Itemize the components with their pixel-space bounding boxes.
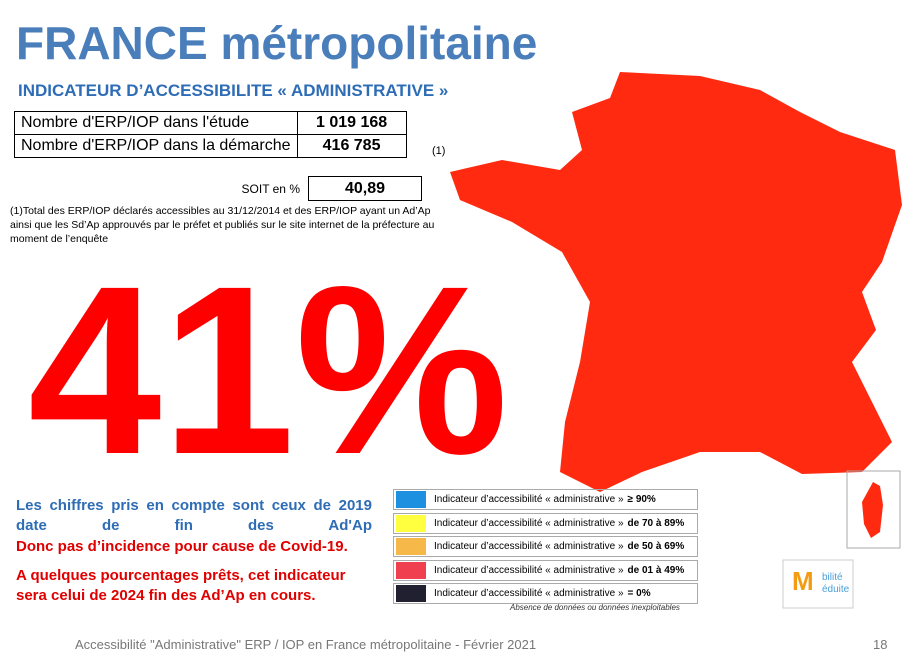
legend-range: de 50 à 69% [627, 541, 685, 553]
note-marker: (1) [432, 145, 446, 157]
legend-note: Absence de données ou données inexploita… [510, 603, 680, 612]
legend-item: Indicateur d’accessibilité « administrat… [393, 489, 698, 510]
france-map [450, 72, 902, 492]
legend-item: Indicateur d’accessibilité « administrat… [393, 512, 698, 534]
footer: Accessibilité "Administrative" ERP / IOP… [75, 637, 537, 652]
legend-item: Indicateur d’accessibilité « administrat… [393, 583, 698, 605]
table-cell: 416 785 [296, 134, 407, 158]
legend-swatch [396, 538, 426, 556]
legend-swatch [396, 585, 426, 603]
legend-label: Indicateur d’accessibilité « administrat… [434, 541, 624, 553]
table-row: Nombre d'ERP/IOP dans la démarche 416 785 [14, 134, 407, 158]
total-value: 40,89 [308, 176, 422, 201]
corsica-box [846, 470, 901, 549]
logo-letter: M [792, 566, 814, 596]
table-cell: Nombre d'ERP/IOP dans l'étude [14, 111, 298, 135]
legend-item: Indicateur d’accessibilité « administrat… [393, 559, 698, 581]
legend-label: Indicateur d’accessibilité « administrat… [434, 517, 624, 529]
table-cell: Nombre d'ERP/IOP dans la démarche [14, 134, 298, 158]
legend-range: de 70 à 89% [627, 517, 685, 529]
legend-range: ≥ 90% [627, 494, 656, 505]
legend-label: Indicateur d’accessibilité « administrat… [434, 494, 624, 505]
logo-line: bilité [822, 572, 843, 583]
comment: A quelques pourcentages prêts, cet indic… [16, 567, 346, 604]
legend-item: Indicateur d’accessibilité « administrat… [393, 536, 698, 558]
total-label: SOIT en % [241, 182, 300, 196]
table: Nombre d'ERP/IOP dans l'étude 1 019 168 No… [14, 111, 407, 158]
subtitle: INDICATEUR D’ACCESSIBILITE « ADMINISTRAT… [18, 81, 449, 100]
title: FRANCE métropolitaine [16, 17, 538, 69]
comment: Les chiffres pris en compte sont ceux de… [16, 497, 372, 534]
table-row: Nombre d'ERP/IOP dans l'étude 1 019 168 [14, 111, 407, 135]
logo-text: bilité éduite [822, 572, 849, 596]
corsica-map [862, 482, 883, 538]
legend-swatch [396, 561, 426, 579]
legend-range: = 0% [627, 588, 651, 600]
comment: Donc pas d’incidence pour cause de Covid… [16, 538, 348, 555]
table-cell: 1 019 168 [296, 111, 407, 135]
legend-label: Indicateur d’accessibilité « administrat… [434, 588, 624, 600]
logo-box [782, 559, 854, 609]
legend-label: Indicateur d’accessibilité « administrat… [434, 564, 624, 576]
legend-swatch [396, 491, 426, 508]
big-figure: 41% [28, 236, 509, 504]
page-number: 18 [873, 637, 888, 652]
legend-range: de 01 à 49% [627, 564, 685, 576]
logo-line: éduite [822, 584, 850, 595]
footnote: (1)Total des ERP/IOP déclarés accessible… [10, 205, 435, 245]
legend-swatch [396, 514, 426, 532]
